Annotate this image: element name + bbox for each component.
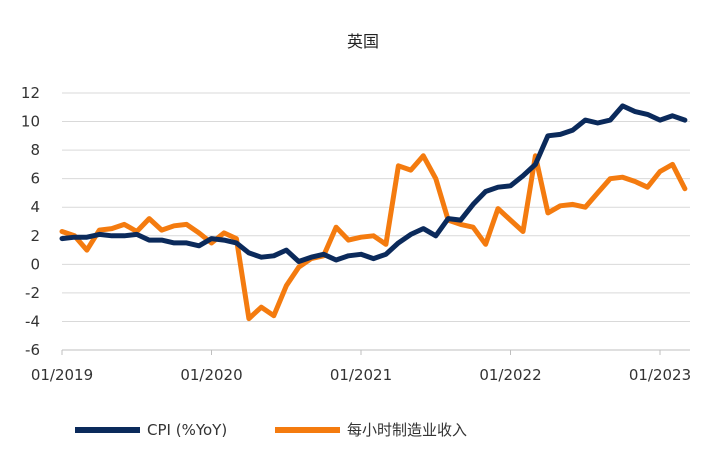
y-tick-label: 12	[21, 84, 40, 102]
series-lines	[59, 103, 688, 322]
y-tick-label: 10	[21, 113, 40, 131]
y-tick-label: -6	[25, 341, 40, 359]
x-tick-label: 01/2021	[330, 366, 392, 384]
y-tick-label: 4	[30, 198, 40, 216]
x-tick-label: 01/2022	[479, 366, 541, 384]
legend-label-earnings: 每小时制造业收入	[347, 421, 467, 439]
y-tick-label: -4	[25, 312, 40, 330]
legend: CPI (%YoY) 每小时制造业收入	[75, 421, 467, 439]
y-tick-label: 0	[30, 255, 40, 273]
series-line-earnings	[59, 153, 688, 322]
y-tick-label: 8	[30, 141, 40, 159]
x-axis-ticks: 01/2019 01/2020 01/2021 01/2022 01/2023	[31, 350, 691, 384]
x-tick-label: 01/2023	[629, 366, 691, 384]
legend-label-cpi: CPI (%YoY)	[147, 421, 227, 439]
chart-title: 英国	[347, 32, 379, 51]
grid-lines	[62, 92, 690, 351]
y-tick-label: -2	[25, 284, 40, 302]
x-tick-label: 01/2020	[180, 366, 242, 384]
y-tick-label: 6	[30, 170, 40, 188]
x-tick-label: 01/2019	[31, 366, 93, 384]
series-line-cpi	[59, 103, 688, 264]
y-tick-label: 2	[30, 227, 40, 245]
y-axis-ticks: 12 10 8 6 4 2 0 -2 -4 -6	[21, 84, 40, 359]
